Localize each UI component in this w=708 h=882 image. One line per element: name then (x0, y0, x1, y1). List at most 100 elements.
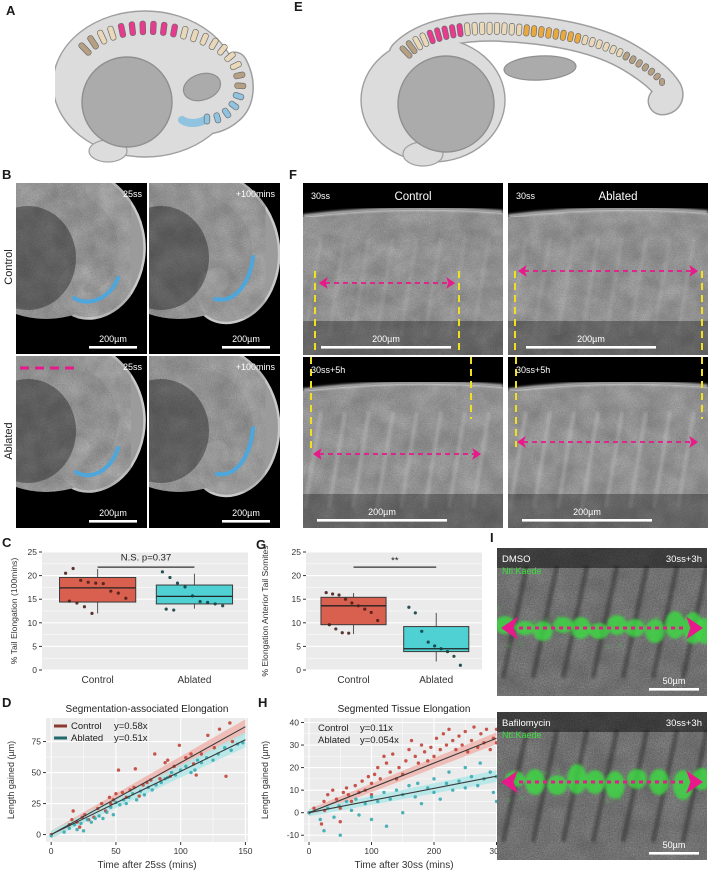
y-axis-label: Length gained (µm) (6, 741, 16, 819)
somite (170, 23, 179, 38)
data-point (376, 799, 380, 804)
arrowhead (501, 616, 518, 640)
svg-text:50: 50 (32, 768, 42, 778)
data-point (70, 817, 74, 822)
data-point (363, 801, 367, 806)
data-point (160, 570, 165, 574)
data-point (347, 631, 351, 635)
somite (224, 51, 236, 63)
data-point (312, 806, 316, 810)
data-point (163, 760, 167, 765)
svg-text:5: 5 (32, 641, 37, 651)
tail-length-curve (74, 446, 120, 478)
scale-bar (317, 519, 447, 522)
scale-bar-label: 50µm (663, 676, 686, 686)
svg-text:25: 25 (32, 799, 42, 809)
panel-label-a: A (6, 3, 16, 18)
data-point (97, 814, 101, 818)
photo-control-100min: +100mins 200µm (149, 183, 280, 354)
data-point (454, 747, 458, 752)
data-point (341, 790, 346, 795)
panel-label-f: F (289, 167, 297, 182)
somite (530, 25, 538, 38)
data-point (394, 788, 399, 792)
data-point (382, 790, 386, 795)
data-point (444, 743, 449, 747)
data-point (109, 801, 113, 806)
svg-text:25: 25 (292, 547, 302, 557)
legend-equation: y=0.11x (360, 723, 393, 734)
data-point (79, 578, 83, 582)
timepoint-label: 25ss (123, 362, 143, 372)
somite (128, 21, 136, 37)
scale-bar-label: 200µm (232, 334, 260, 344)
svg-text:0: 0 (307, 846, 312, 856)
data-point (133, 767, 138, 771)
data-point (71, 566, 75, 571)
somite (213, 112, 222, 124)
row-label-control: Control (3, 249, 15, 285)
column-header: Ablated (598, 191, 637, 203)
data-point (338, 820, 342, 824)
reporter-label: Ntl:Kaede (502, 730, 542, 740)
data-point (466, 750, 470, 754)
tail-length-curve (72, 276, 120, 304)
data-point (332, 815, 336, 819)
data-point (391, 752, 395, 756)
data-point (366, 774, 371, 779)
data-point (388, 770, 392, 774)
data-point (344, 786, 349, 790)
svg-text:0: 0 (49, 846, 54, 856)
panel-label-c: C (2, 535, 12, 550)
svg-text:0: 0 (36, 830, 41, 840)
somite (434, 27, 443, 42)
panel-label-g: G (256, 537, 267, 552)
data-point (228, 721, 232, 725)
regression-line (50, 726, 246, 836)
data-point (447, 770, 451, 774)
legend-series-name: Ablated (318, 735, 350, 746)
data-point (360, 779, 364, 783)
svg-text:Control: Control (81, 675, 113, 686)
arrowhead (686, 770, 703, 794)
scale-bar (222, 520, 270, 523)
somite (221, 107, 232, 119)
data-point (426, 759, 430, 763)
tail-length-curve (213, 255, 255, 302)
data-point (357, 813, 361, 817)
data-point (183, 585, 187, 589)
data-point (432, 777, 436, 781)
somite (559, 29, 567, 41)
somite (234, 82, 247, 90)
somite (160, 21, 168, 36)
timepoint-label: 25ss (123, 189, 143, 199)
tail-length-curve (215, 426, 255, 477)
somite (107, 25, 117, 41)
somite (199, 32, 209, 46)
data-point (343, 597, 348, 601)
somite (449, 24, 457, 39)
scale-bar (321, 346, 451, 349)
data-point (384, 761, 389, 765)
somite (552, 28, 560, 40)
somite (588, 37, 596, 48)
data-point (134, 798, 139, 802)
data-point (319, 822, 324, 826)
svg-text:100: 100 (364, 846, 378, 856)
data-point (120, 790, 125, 795)
somite (647, 67, 656, 76)
data-point (439, 647, 443, 651)
somite (464, 22, 471, 37)
svg-text:0: 0 (294, 808, 299, 818)
svg-text:-10: -10 (287, 830, 300, 840)
regression-line (308, 775, 497, 814)
data-point (338, 833, 342, 837)
data-point (77, 825, 82, 829)
scale-bar (222, 346, 270, 349)
svg-text:15: 15 (28, 594, 38, 604)
legend-equation: y=0.51x (114, 733, 148, 744)
data-point (206, 733, 210, 738)
data-point (213, 602, 217, 606)
data-point (369, 817, 374, 822)
data-point (324, 590, 328, 595)
